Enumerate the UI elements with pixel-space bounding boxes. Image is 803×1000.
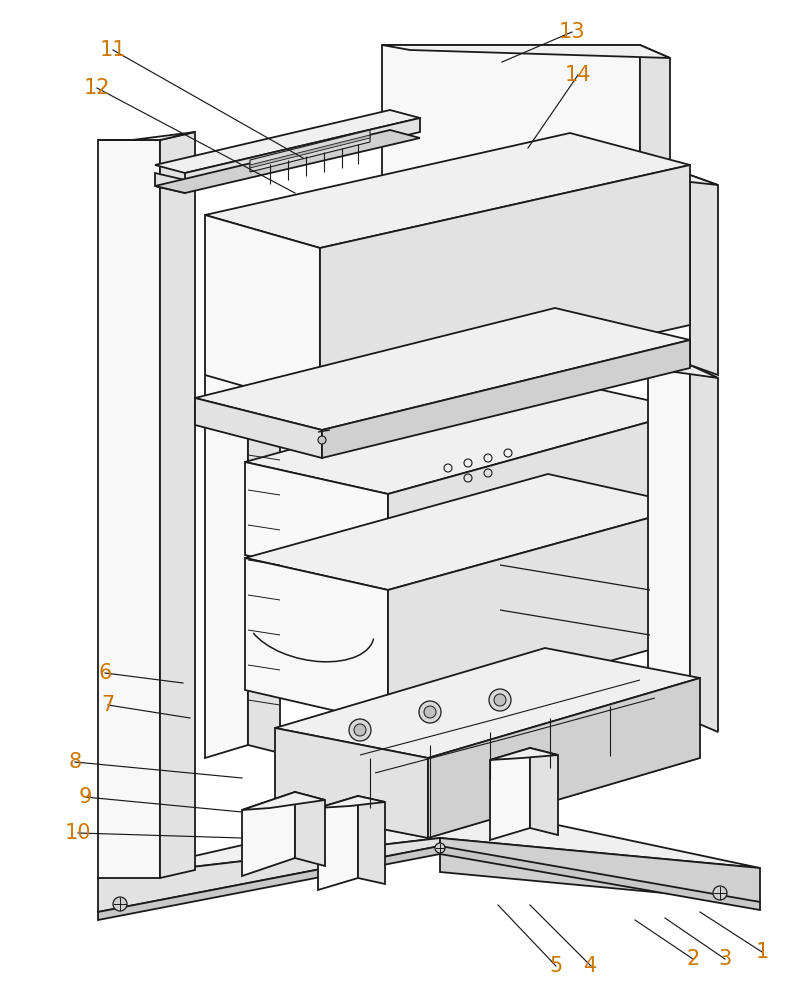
Polygon shape: [205, 215, 320, 408]
Circle shape: [493, 694, 505, 706]
Polygon shape: [155, 130, 419, 193]
Circle shape: [488, 689, 511, 711]
Polygon shape: [98, 838, 439, 912]
Text: 12: 12: [84, 78, 110, 98]
Circle shape: [423, 706, 435, 718]
Polygon shape: [321, 340, 689, 458]
Polygon shape: [427, 678, 699, 838]
Circle shape: [353, 724, 365, 736]
Text: 5: 5: [548, 956, 562, 976]
Polygon shape: [275, 728, 427, 838]
Circle shape: [712, 886, 726, 900]
Text: 9: 9: [78, 787, 92, 807]
Polygon shape: [160, 132, 195, 878]
Text: 6: 6: [98, 663, 112, 683]
Polygon shape: [689, 175, 717, 375]
Polygon shape: [155, 173, 185, 193]
Polygon shape: [647, 365, 717, 378]
Polygon shape: [381, 45, 639, 278]
Polygon shape: [245, 474, 691, 590]
Circle shape: [418, 701, 441, 723]
Polygon shape: [242, 792, 295, 876]
Circle shape: [349, 719, 370, 741]
Polygon shape: [318, 796, 357, 890]
Text: 4: 4: [584, 956, 597, 976]
Polygon shape: [529, 748, 557, 835]
Polygon shape: [155, 110, 419, 173]
Polygon shape: [357, 796, 385, 884]
Polygon shape: [318, 796, 385, 808]
Polygon shape: [275, 728, 699, 838]
Text: 7: 7: [101, 695, 115, 715]
Polygon shape: [98, 132, 195, 140]
Polygon shape: [185, 118, 419, 188]
Text: 14: 14: [564, 65, 590, 85]
Polygon shape: [195, 398, 321, 458]
Polygon shape: [689, 365, 717, 732]
Polygon shape: [320, 165, 689, 408]
Polygon shape: [98, 140, 160, 878]
Circle shape: [113, 897, 127, 911]
Polygon shape: [295, 792, 324, 866]
Polygon shape: [644, 175, 689, 365]
Polygon shape: [250, 135, 369, 168]
Polygon shape: [98, 846, 759, 920]
Polygon shape: [205, 133, 689, 248]
Polygon shape: [647, 365, 689, 720]
Polygon shape: [205, 362, 247, 758]
Polygon shape: [275, 648, 699, 758]
Polygon shape: [489, 748, 529, 840]
Circle shape: [318, 436, 325, 444]
Polygon shape: [245, 378, 691, 494]
Text: 1: 1: [755, 942, 768, 962]
Polygon shape: [98, 800, 759, 878]
Polygon shape: [489, 748, 557, 760]
Circle shape: [434, 843, 444, 853]
Polygon shape: [644, 175, 717, 185]
Text: 13: 13: [558, 22, 585, 42]
Polygon shape: [639, 45, 669, 292]
Polygon shape: [388, 410, 691, 588]
Text: 10: 10: [65, 823, 91, 843]
Polygon shape: [245, 462, 388, 588]
Text: 8: 8: [68, 752, 81, 772]
Polygon shape: [388, 506, 691, 723]
Polygon shape: [245, 558, 388, 723]
Text: 2: 2: [686, 949, 699, 969]
Polygon shape: [247, 362, 279, 753]
Polygon shape: [242, 792, 324, 810]
Text: 11: 11: [100, 40, 126, 60]
Polygon shape: [439, 838, 759, 902]
Polygon shape: [381, 45, 669, 58]
Polygon shape: [195, 308, 689, 430]
Polygon shape: [250, 130, 369, 172]
Text: 3: 3: [718, 949, 731, 969]
